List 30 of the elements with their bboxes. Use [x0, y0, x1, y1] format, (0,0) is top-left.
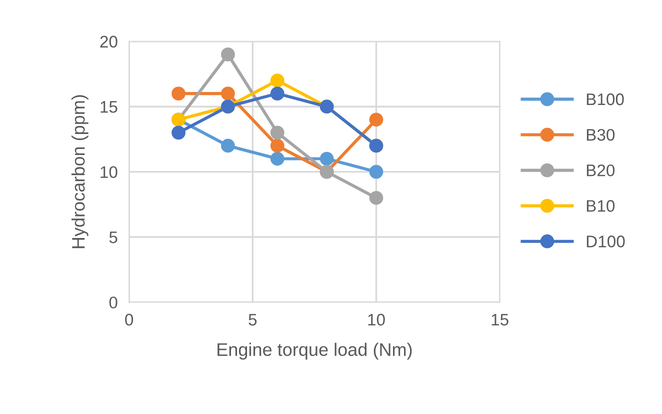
- point: [221, 138, 235, 153]
- y-axis-title: Hydrocarbon (ppm): [72, 95, 88, 248]
- point: [369, 112, 384, 127]
- x-tick-label: 0: [125, 314, 134, 326]
- legend-label: B20: [586, 164, 615, 176]
- y-tick-label: 10: [100, 166, 118, 178]
- legend-label: D100: [586, 236, 625, 248]
- point: [270, 74, 284, 88]
- point: [172, 126, 186, 140]
- y-tick-label: 15: [100, 101, 118, 113]
- x-axis-title: Engine torque load (Nm): [218, 342, 412, 360]
- legend-label: B100: [586, 93, 624, 106]
- x-tick-label: 5: [248, 314, 257, 326]
- point: [369, 190, 384, 205]
- point: [270, 126, 284, 140]
- point: [221, 86, 235, 101]
- point: [320, 152, 334, 166]
- point: [270, 86, 284, 101]
- point: [369, 164, 384, 179]
- point: [270, 138, 284, 153]
- point: [270, 152, 284, 166]
- x-tick-label: 10: [368, 314, 385, 326]
- legend-label: B30: [586, 128, 615, 141]
- x-tick-label: 15: [492, 314, 508, 326]
- legend-label: B10: [586, 200, 615, 212]
- point: [221, 47, 235, 62]
- point: [172, 86, 186, 101]
- y-tick-label: 5: [109, 232, 118, 244]
- y-tick-label: 20: [100, 36, 118, 48]
- y-tick-label: 0: [109, 296, 118, 308]
